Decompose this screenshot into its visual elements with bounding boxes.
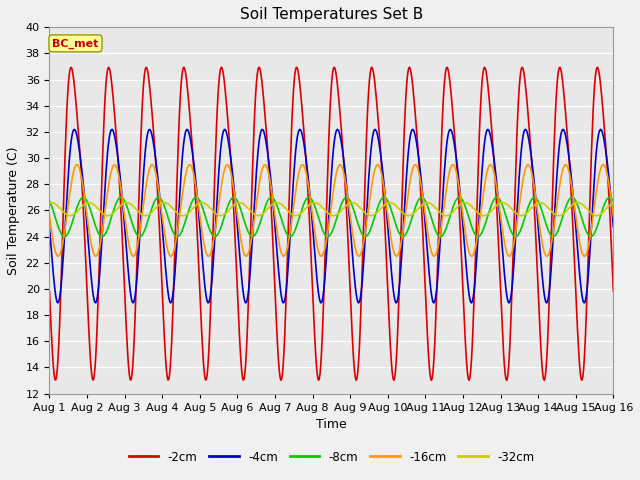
-2cm xyxy=(609,288,617,294)
-8cm xyxy=(609,198,617,204)
-32cm xyxy=(56,205,63,211)
-4cm xyxy=(609,224,617,229)
-32cm xyxy=(45,200,53,206)
-8cm xyxy=(155,194,163,200)
-16cm xyxy=(402,210,410,216)
-2cm xyxy=(171,244,179,250)
-8cm xyxy=(45,198,53,204)
-4cm xyxy=(201,282,209,288)
-4cm xyxy=(417,170,424,176)
-16cm xyxy=(73,162,81,168)
-2cm xyxy=(417,198,425,204)
-4cm xyxy=(400,215,408,220)
-32cm xyxy=(402,212,410,218)
-8cm xyxy=(173,234,181,240)
-4cm xyxy=(468,300,476,306)
-4cm xyxy=(56,295,63,300)
Line: -4cm: -4cm xyxy=(49,130,613,303)
Line: -32cm: -32cm xyxy=(49,203,613,216)
Line: -8cm: -8cm xyxy=(49,197,613,237)
-16cm xyxy=(45,213,53,219)
-2cm xyxy=(201,373,209,379)
-8cm xyxy=(114,197,122,203)
-8cm xyxy=(202,217,210,223)
-8cm xyxy=(418,194,426,200)
-8cm xyxy=(56,228,63,233)
-8cm xyxy=(402,232,410,238)
-32cm xyxy=(609,200,617,206)
-16cm xyxy=(56,250,64,256)
-32cm xyxy=(418,202,426,208)
-2cm xyxy=(330,64,338,70)
-32cm xyxy=(201,201,209,206)
-32cm xyxy=(254,213,262,218)
-8cm xyxy=(172,233,180,239)
-16cm xyxy=(54,253,62,259)
-4cm xyxy=(446,127,454,132)
-16cm xyxy=(115,176,123,181)
-2cm xyxy=(114,153,122,158)
-16cm xyxy=(173,235,180,240)
-16cm xyxy=(609,213,617,219)
-2cm xyxy=(45,288,53,294)
-4cm xyxy=(114,153,122,159)
X-axis label: Time: Time xyxy=(316,418,347,431)
-4cm xyxy=(171,270,179,276)
-2cm xyxy=(56,320,63,326)
-16cm xyxy=(418,188,426,194)
-16cm xyxy=(202,251,210,256)
-2cm xyxy=(401,117,408,122)
Title: Soil Temperatures Set B: Soil Temperatures Set B xyxy=(240,7,423,22)
-32cm xyxy=(114,205,122,211)
-2cm xyxy=(428,377,435,383)
-32cm xyxy=(273,200,281,205)
Line: -2cm: -2cm xyxy=(49,67,613,380)
Legend: -2cm, -4cm, -8cm, -16cm, -32cm: -2cm, -4cm, -8cm, -16cm, -32cm xyxy=(124,446,539,468)
Y-axis label: Soil Temperature (C): Soil Temperature (C) xyxy=(7,146,20,275)
Text: BC_met: BC_met xyxy=(52,38,99,48)
-32cm xyxy=(171,208,179,214)
Line: -16cm: -16cm xyxy=(49,165,613,256)
-4cm xyxy=(45,224,53,229)
